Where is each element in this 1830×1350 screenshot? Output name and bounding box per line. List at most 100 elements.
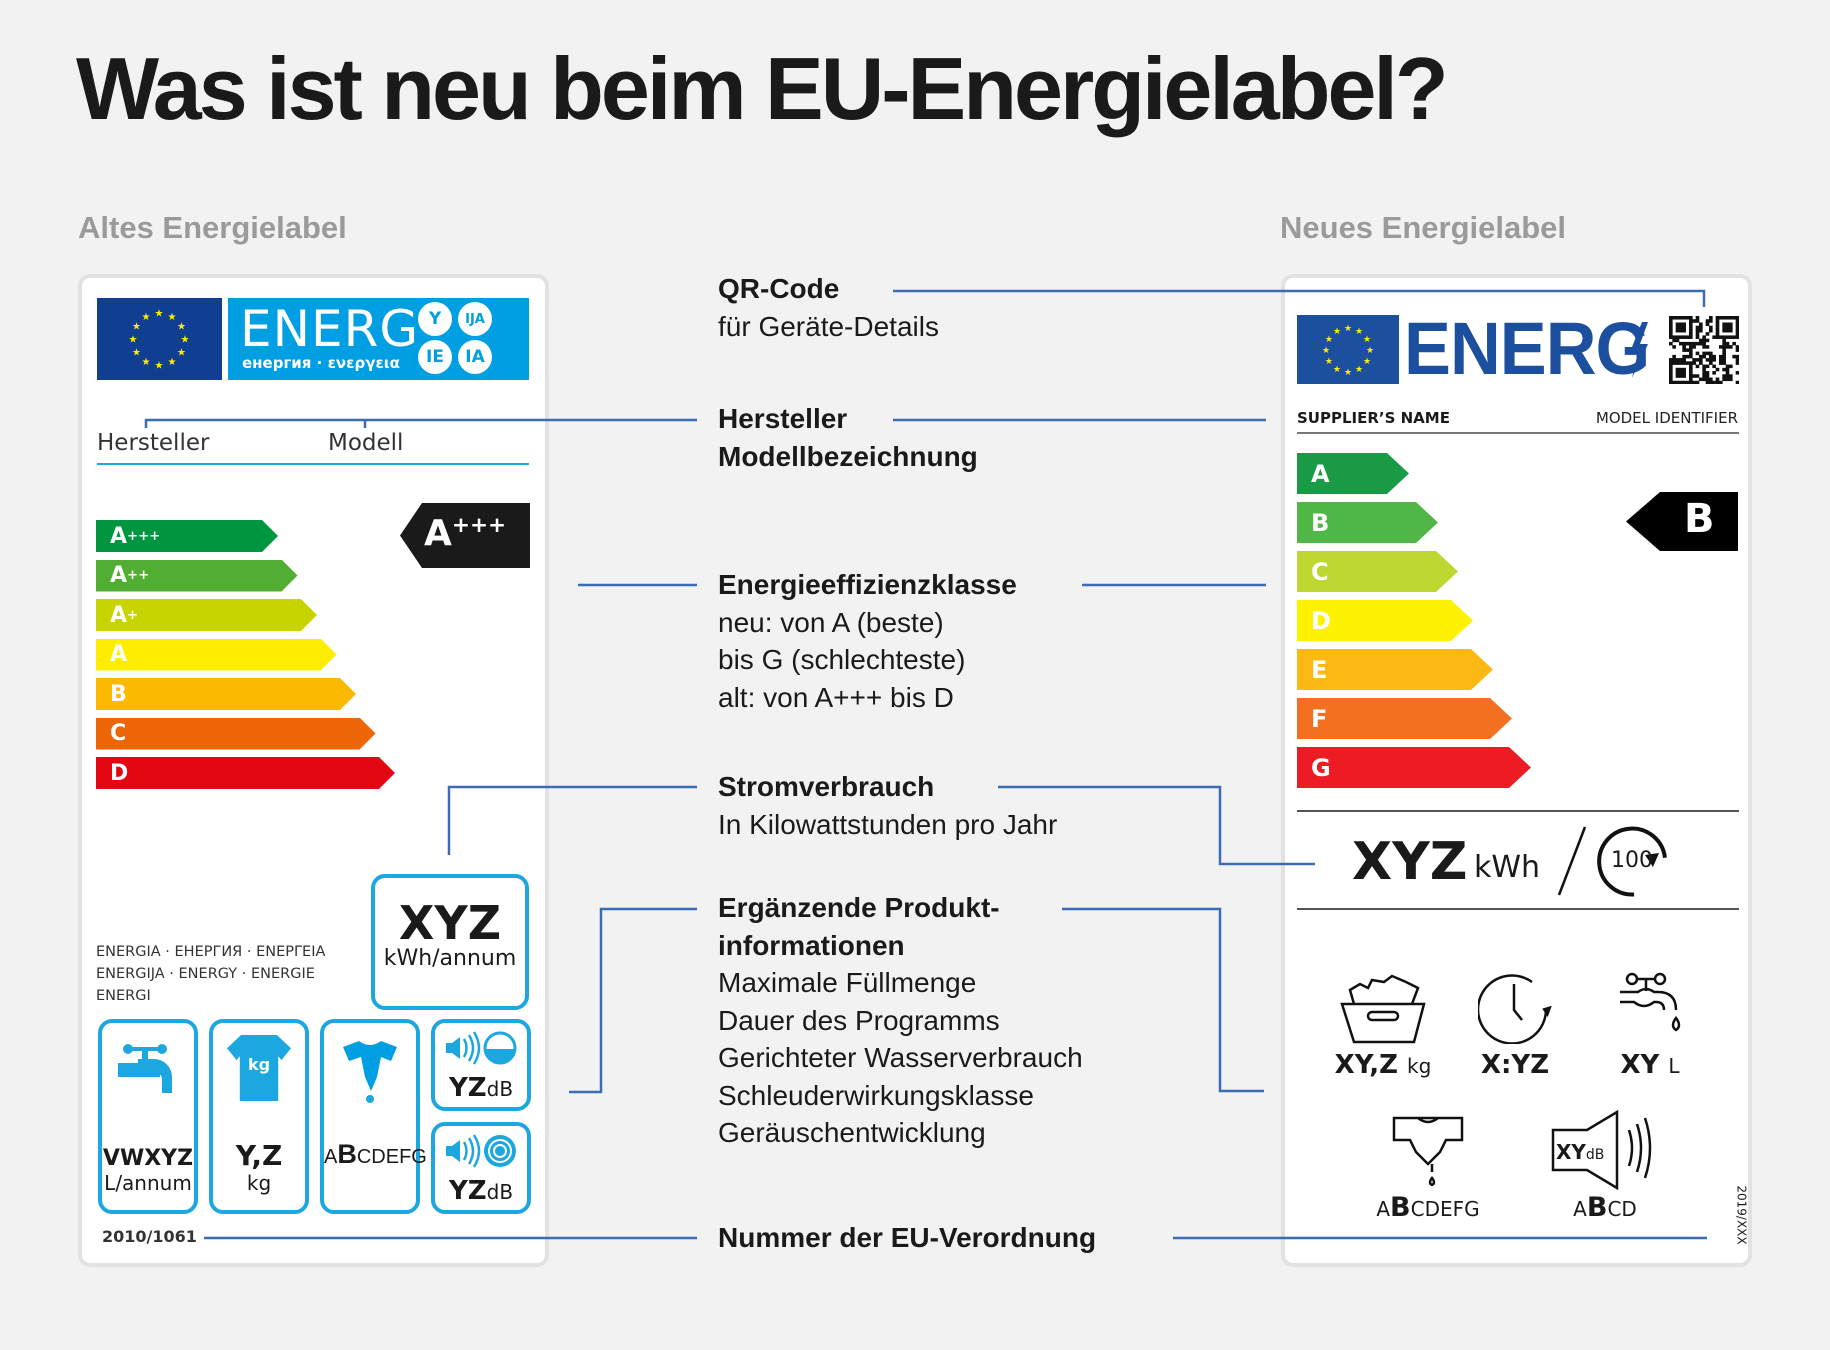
cycles-value: 100: [1611, 848, 1653, 873]
star-icon: ★: [1355, 326, 1363, 336]
noise-wash-icon: [446, 1031, 517, 1065]
class-letter: D: [110, 760, 129, 786]
class-plus: +++: [127, 528, 161, 544]
capacity-box: kg Y,Z kg: [209, 1019, 309, 1214]
new-class-bar: F: [1297, 698, 1512, 739]
annotation-line: bis G (schlechteste): [718, 644, 966, 675]
star-icon: ★: [1333, 364, 1341, 374]
star-icon: ★: [142, 312, 151, 323]
noise-icon-value: XYdB: [1556, 1140, 1604, 1164]
annotation-efficiency: Energieeffizienzklasse neu: von A (beste)…: [718, 566, 1017, 716]
old-class-bar: A +: [96, 599, 317, 631]
divider: [1297, 908, 1739, 910]
water-value: XY: [1620, 1050, 1660, 1080]
star-icon: ★: [1333, 326, 1341, 336]
annotation-line: neu: von A (beste): [718, 606, 944, 638]
model-identifier: MODEL IDENTIFIER: [1595, 409, 1738, 427]
noise-spin-box: YZdB: [431, 1122, 531, 1214]
energy-value: XYZ: [398, 896, 502, 950]
language-badge: IJA: [458, 302, 492, 336]
capacity-value: XY,Z: [1334, 1050, 1398, 1080]
spin-shirt-icon: [1392, 1116, 1464, 1186]
old-class-bar: A +++: [96, 520, 278, 552]
star-icon: ★: [1366, 345, 1374, 355]
per-100-cycles-icon: [1557, 826, 1667, 897]
noise-value: XY: [1556, 1140, 1586, 1164]
new-energy-value: XYZ: [1352, 832, 1468, 892]
annotation-qr: QR-Code für Geräte-Details: [718, 270, 939, 345]
scale-pre: A: [1573, 1197, 1587, 1221]
class-letter: C: [110, 721, 127, 746]
connector-extra-left: [569, 907, 697, 1094]
annotation-title: Stromverbrauch: [718, 771, 935, 802]
noise-value: YZ: [448, 1176, 487, 1206]
spin-scale: ABCDEFG: [324, 1139, 427, 1170]
water-label: XY L: [1590, 1050, 1710, 1080]
noise-unit: dB: [1585, 1147, 1605, 1163]
annotation-title: QR-Code: [718, 273, 840, 304]
new-class-bar: D: [1297, 600, 1473, 641]
star-icon: ★: [177, 347, 186, 358]
annotation-line: für Geräte-Details: [718, 310, 939, 342]
annotation-line: alt: von A+++ bis D: [718, 681, 954, 713]
language-line: ENERGI: [96, 988, 151, 1004]
noise-scale: ABCD: [1545, 1192, 1665, 1223]
annotation-title: Energieeffizienzklasse: [718, 569, 1017, 600]
annotation-title: informationen: [718, 929, 905, 961]
scale-current: B: [337, 1139, 357, 1169]
annotation-line: Schleuderwirkungsklasse: [718, 1079, 1034, 1111]
eu-flag-icon: ★ ★★★★★★★★★★★: [97, 298, 222, 380]
language-badge: IE: [418, 340, 452, 374]
water-unit: L: [1668, 1054, 1680, 1078]
water-tap-icon: [1620, 972, 1681, 1032]
annotation-title: Hersteller: [718, 403, 848, 434]
annotation-title: Ergänzende Produkt-: [718, 892, 1000, 923]
class-letter: A: [110, 523, 128, 549]
class-letter: B: [110, 681, 127, 707]
scale-current: B: [1586, 1192, 1608, 1223]
capacity-unit: kg: [246, 1171, 272, 1195]
scale-current: B: [1390, 1192, 1411, 1223]
old-label-heading: Altes Energielabel: [78, 210, 347, 245]
current-class-letter: A: [424, 513, 452, 554]
noise-unit: dB: [486, 1077, 514, 1101]
old-class-bar: B: [96, 678, 356, 710]
water-box: VWXYZ L/annum: [98, 1019, 198, 1214]
language-badge: Y: [418, 302, 452, 336]
lightning-icon: [1630, 322, 1648, 378]
new-class-bar: E: [1297, 649, 1493, 690]
old-logo-sub: енергия · ενεργεια: [242, 354, 400, 372]
old-class-bar: A: [96, 639, 337, 671]
new-logo-text: ENERG: [1404, 307, 1650, 390]
star-icon: ★: [181, 334, 190, 345]
class-letter: A: [110, 602, 128, 628]
noise-spin-value: YZdB: [435, 1176, 527, 1207]
old-model: Modell: [328, 430, 404, 456]
star-icon: ★: [155, 308, 164, 319]
connector-extra-right: [1062, 907, 1264, 1093]
qr-code-icon[interactable]: [1669, 316, 1739, 384]
annotation-regulation: Nummer der EU-Verordnung: [718, 1219, 1096, 1257]
water-unit: L/annum: [104, 1171, 192, 1195]
new-class-bar: C: [1297, 551, 1458, 592]
new-regulation: 2019/XXX: [1734, 1185, 1749, 1245]
annotation-line: Dauer des Programms: [718, 1004, 1000, 1036]
page-title: Was ist neu beim EU-Energielabel?: [76, 39, 1449, 138]
duration-clock-icon: [1478, 974, 1552, 1044]
star-icon: ★: [1322, 345, 1330, 355]
annotation-manufacturer: Hersteller Modellbezeichnung: [718, 400, 978, 475]
divider: [1297, 432, 1739, 434]
annotation-line: Maximale Füllmenge: [718, 967, 977, 998]
old-current-class-arrow: A+++: [400, 503, 530, 568]
star-icon: ★: [1344, 323, 1352, 333]
scale-post: CDEFG: [356, 1146, 427, 1168]
star-icon: ★: [168, 312, 177, 323]
new-label-heading: Neues Energielabel: [1280, 210, 1567, 245]
star-icon: ★: [1355, 364, 1363, 374]
star-icon: ★: [155, 360, 164, 371]
capacity-value: Y,Z: [235, 1139, 283, 1172]
spin-shirt-icon: [343, 1041, 397, 1103]
star-icon: ★: [132, 321, 141, 332]
old-energy-box: XYZ kWh/annum: [371, 874, 529, 1010]
class-plus: +: [127, 607, 139, 623]
